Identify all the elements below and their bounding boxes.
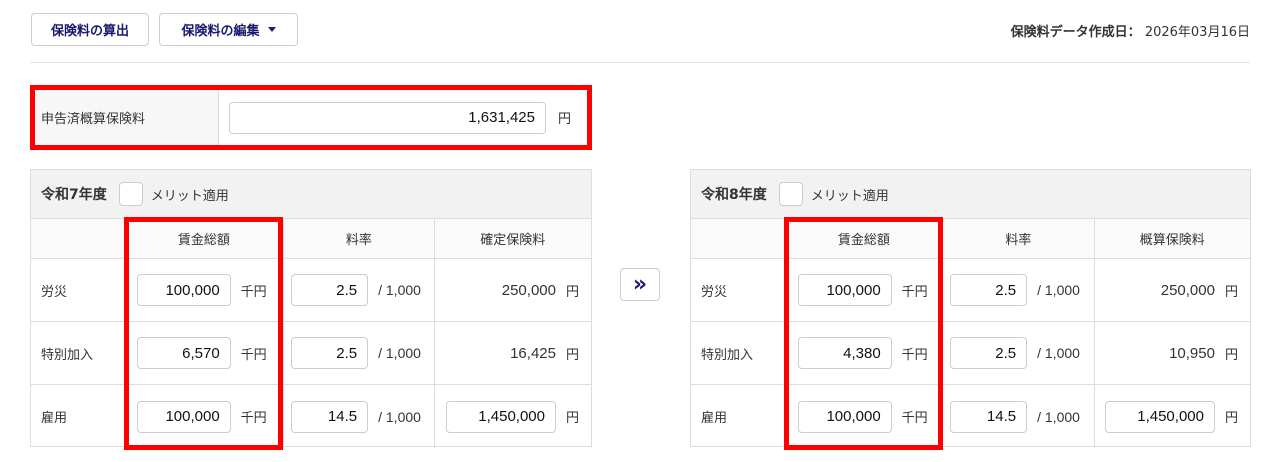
creation-date: 保険料データ作成日： 2026年03月16日	[1011, 21, 1250, 40]
premium-unit: 円	[1224, 411, 1238, 426]
table-row: 雇用 100,000 千円 14.5 / 1,000 1,450,000 円	[691, 385, 1250, 448]
wage-input[interactable]: 100,000	[797, 400, 892, 433]
fiscal-year-label: 令和8年度	[701, 187, 767, 203]
premium-unit: 円	[565, 411, 579, 426]
declared-premium-label: 申告済概算保険料	[35, 90, 219, 145]
wage-input[interactable]: 100,000	[136, 274, 231, 306]
table-row: 労災 100,000 千円 2.5 / 1,000 250,000 円	[31, 259, 591, 322]
merit-label: メリット適用	[150, 188, 229, 204]
rate-unit: / 1,000	[1037, 282, 1080, 298]
merit-checkbox[interactable]	[118, 182, 143, 206]
row-label: 労災	[691, 259, 786, 321]
creation-date-value: 2026年03月16日	[1144, 25, 1250, 40]
rate-input[interactable]: 2.5	[291, 274, 369, 306]
rate-input[interactable]: 14.5	[291, 400, 369, 433]
wage-input[interactable]: 6,570	[136, 337, 231, 369]
table-reiwa8: 令和8年度 メリット適用 賃金総額 料率 概算保険料 労災 100,000 千円 2.5…	[690, 169, 1251, 448]
row-label: 雇用	[31, 385, 125, 448]
wage-unit: 千円	[240, 347, 267, 363]
premium-unit: 円	[565, 284, 579, 300]
calculate-premium-button[interactable]: 保険料の算出	[31, 13, 149, 46]
table-row: 雇用 100,000 千円 14.5 / 1,000 1,450,000 円	[31, 385, 591, 448]
calculate-premium-label: 保険料の算出	[50, 24, 129, 39]
table-row: 労災 100,000 千円 2.5 / 1,000 250,000 円	[691, 259, 1250, 322]
premium-input[interactable]: 1,450,000	[1104, 400, 1215, 433]
wage-unit: 千円	[240, 284, 267, 300]
edit-premium-label: 保険料の編集	[181, 24, 260, 39]
column-header: 料率	[943, 219, 1095, 258]
wage-unit: 千円	[901, 347, 928, 363]
column-header: 確定保険料	[480, 233, 546, 248]
declared-premium-unit: 円	[558, 112, 572, 127]
double-chevron-right-icon: »	[632, 271, 648, 297]
rate-input[interactable]: 14.5	[950, 400, 1028, 433]
fiscal-year-header: 令和7年度 メリット適用	[31, 170, 591, 219]
premium-unit: 円	[1224, 284, 1238, 300]
wage-input[interactable]: 100,000	[136, 400, 231, 433]
table-row: 特別加入 4,380 千円 2.5 / 1,000 10,950 円	[691, 322, 1250, 385]
wage-unit: 千円	[901, 284, 928, 300]
premium-unit: 円	[565, 347, 579, 363]
table-row: 特別加入 6,570 千円 2.5 / 1,000 16,425 円	[31, 322, 591, 385]
premium-unit: 円	[1224, 347, 1238, 363]
row-label: 雇用	[691, 385, 786, 448]
premium-input[interactable]: 1,450,000	[445, 400, 556, 433]
edit-premium-dropdown[interactable]: 保険料の編集	[159, 13, 298, 46]
column-header	[691, 219, 786, 258]
merit-label: メリット適用	[810, 188, 889, 204]
rate-unit: / 1,000	[1037, 408, 1080, 425]
rate-unit: / 1,000	[378, 282, 421, 298]
fiscal-year-header: 令和8年度 メリット適用	[691, 170, 1250, 219]
column-header-row: 賃金総額 料率 概算保険料	[691, 219, 1250, 259]
premium-value: 16,425	[510, 344, 556, 362]
row-label: 特別加入	[691, 322, 786, 384]
declared-premium-input[interactable]: 1,631,425	[229, 101, 546, 134]
wage-unit: 千円	[240, 411, 267, 426]
row-label: 特別加入	[31, 322, 125, 384]
rate-input[interactable]: 2.5	[950, 274, 1028, 306]
rate-unit: / 1,000	[1037, 345, 1080, 361]
merit-checkbox[interactable]	[778, 182, 803, 206]
caret-down-icon	[267, 27, 276, 32]
rate-unit: / 1,000	[378, 345, 421, 361]
column-header: 概算保険料	[1139, 233, 1205, 248]
declared-premium-section: 申告済概算保険料 1,631,425 円	[30, 85, 592, 150]
rate-input[interactable]: 2.5	[950, 337, 1028, 369]
column-header: 賃金総額	[125, 219, 285, 258]
column-header: 料率	[284, 219, 435, 258]
wage-unit: 千円	[901, 411, 928, 426]
table-reiwa7: 令和7年度 メリット適用 賃金総額 料率 確定保険料 労災 100,000 千円 2.5…	[30, 169, 592, 448]
creation-date-label: 保険料データ作成日：	[1010, 25, 1141, 40]
wage-input[interactable]: 100,000	[797, 274, 892, 306]
premium-value: 250,000	[1160, 281, 1215, 299]
column-header-row: 賃金総額 料率 確定保険料	[31, 219, 591, 259]
carry-forward-button[interactable]: »	[620, 268, 660, 301]
divider	[30, 62, 1250, 63]
fiscal-year-label: 令和7年度	[41, 187, 107, 203]
rate-unit: / 1,000	[378, 408, 421, 425]
wage-input[interactable]: 4,380	[797, 337, 892, 369]
premium-value: 250,000	[501, 281, 556, 299]
row-label: 労災	[31, 259, 125, 321]
column-header	[31, 219, 125, 258]
column-header: 賃金総額	[786, 219, 944, 258]
premium-value: 10,950	[1169, 344, 1215, 362]
rate-input[interactable]: 2.5	[291, 337, 369, 369]
